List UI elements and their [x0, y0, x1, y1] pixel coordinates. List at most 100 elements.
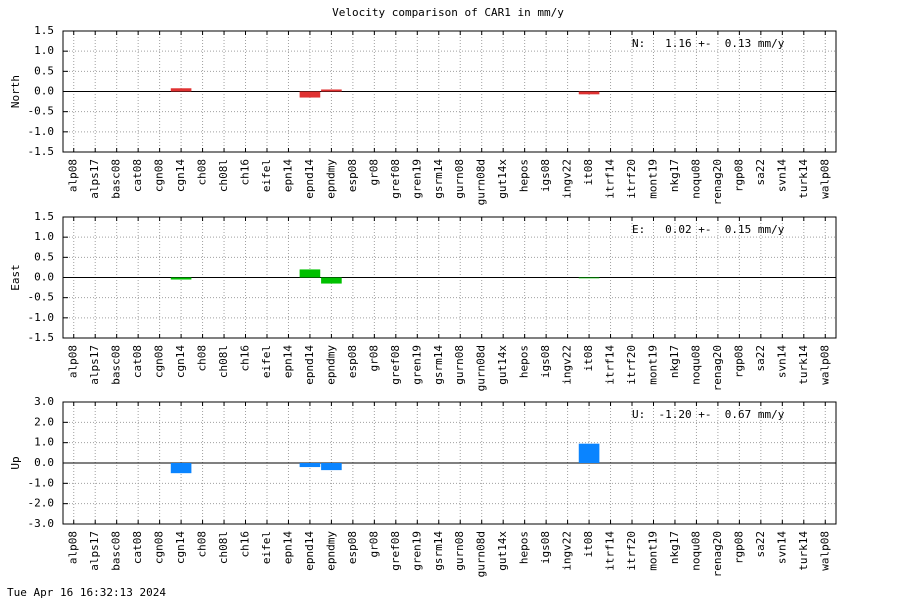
- x-tick-label: alp08: [67, 531, 80, 564]
- x-tick-label: gut14x: [496, 531, 509, 571]
- x-tick-label: ch16: [239, 531, 252, 558]
- x-tick-label: gut14x: [496, 159, 509, 199]
- x-tick-label: ingv22: [561, 159, 574, 199]
- y-tick-label: 1.5: [34, 210, 54, 223]
- x-tick-label: cgn14: [174, 531, 187, 564]
- x-tick-label: svn14: [775, 531, 788, 564]
- x-tick-label: itrf14: [604, 345, 617, 385]
- x-tick-label: gsrm14: [432, 345, 445, 385]
- x-tick-label: walp08: [818, 159, 831, 199]
- x-tick-label: igs08: [539, 345, 552, 378]
- x-tick-label: nkg17: [668, 345, 681, 378]
- y-tick-label: 0.5: [34, 64, 54, 77]
- annotation: U: -1.20 +- 0.67 mm/y: [632, 408, 785, 421]
- x-tick-label: ingv22: [561, 345, 574, 385]
- x-tick-label: it08: [582, 531, 595, 558]
- y-tick-label: 0.0: [34, 271, 54, 284]
- x-tick-label: eifel: [260, 159, 273, 192]
- x-tick-label: alps17: [88, 345, 101, 385]
- plot-frame: [62, 216, 837, 339]
- x-tick-label: rgp08: [732, 345, 745, 378]
- x-tick-label: ch16: [239, 345, 252, 372]
- x-tick-label: svn14: [775, 345, 788, 378]
- x-tick-label: turk14: [797, 159, 810, 199]
- x-tick-label: epn14: [281, 159, 294, 192]
- x-tick-label: alp08: [67, 345, 80, 378]
- x-tick-label: renag20: [711, 345, 724, 391]
- x-tick-label: gurn08: [453, 159, 466, 199]
- bar: [578, 91, 600, 95]
- bar: [578, 277, 600, 279]
- x-tick-label: nkg17: [668, 159, 681, 192]
- x-tick-label: walp08: [818, 531, 831, 571]
- y-tick-label: 0.5: [34, 250, 54, 263]
- x-tick-label: ch08: [196, 345, 209, 372]
- x-tick-label: gurn08d: [475, 345, 488, 391]
- x-tick-label: ch08l: [217, 531, 230, 564]
- x-tick-label: hepos: [518, 345, 531, 378]
- x-tick-label: epn14: [281, 345, 294, 378]
- x-tick-label: cgn08: [153, 345, 166, 378]
- bar: [321, 277, 342, 284]
- y-tick-label: 1.0: [34, 44, 54, 57]
- x-tick-label: hepos: [518, 159, 531, 192]
- y-tick-label: 0.0: [34, 85, 54, 98]
- x-tick-label: gref08: [389, 159, 402, 199]
- y-tick-label: 1.0: [34, 230, 54, 243]
- y-tick-label: 1.0: [34, 436, 54, 449]
- x-tick-label: nkg17: [668, 531, 681, 564]
- bar: [170, 277, 192, 280]
- y-tick-label: 0.0: [34, 456, 54, 469]
- x-tick-label: igs08: [539, 159, 552, 192]
- x-tick-label: epndmy: [324, 531, 337, 571]
- x-tick-label: gren19: [410, 345, 423, 385]
- bar: [170, 88, 192, 92]
- chart-title: Velocity comparison of CAR1 in mm/y: [332, 6, 564, 19]
- x-tick-label: mont19: [646, 345, 659, 385]
- x-tick-label: itrf14: [604, 531, 617, 571]
- plot-frame: [62, 401, 837, 525]
- bar: [299, 463, 321, 468]
- x-tick-label: alps17: [88, 159, 101, 199]
- x-tick-label: cat08: [131, 345, 144, 378]
- bar: [578, 443, 600, 463]
- x-tick-label: cat08: [131, 531, 144, 564]
- x-tick-label: it08: [582, 345, 595, 372]
- y-tick-label: -1.0: [28, 125, 55, 138]
- y-tick-label: 2.0: [34, 415, 54, 428]
- y-tick-label: 3.0: [34, 395, 54, 408]
- x-tick-label: ch16: [239, 159, 252, 186]
- x-tick-label: gren19: [410, 531, 423, 571]
- y-axis-label: North: [9, 75, 22, 108]
- x-tick-label: alps17: [88, 531, 101, 571]
- x-tick-label: gref08: [389, 345, 402, 385]
- x-tick-label: gurn08: [453, 531, 466, 571]
- x-tick-label: gref08: [389, 531, 402, 571]
- y-tick-label: -0.5: [28, 291, 55, 304]
- x-tick-label: ingv22: [561, 531, 574, 571]
- x-tick-label: mont19: [646, 531, 659, 571]
- x-tick-label: sa22: [754, 531, 767, 558]
- x-tick-label: gr08: [367, 345, 380, 372]
- x-tick-label: svn14: [775, 159, 788, 192]
- x-tick-label: epndmy: [324, 159, 337, 199]
- bar: [321, 89, 342, 92]
- x-tick-label: gsrm14: [432, 531, 445, 571]
- x-tick-label: noqu08: [689, 159, 702, 199]
- x-tick-label: mont19: [646, 159, 659, 199]
- bar: [170, 463, 192, 474]
- x-tick-label: epndmy: [324, 345, 337, 385]
- x-tick-label: itrf14: [604, 159, 617, 199]
- y-tick-label: -0.5: [28, 105, 55, 118]
- bar: [299, 91, 321, 98]
- x-tick-label: turk14: [797, 531, 810, 571]
- timestamp: Tue Apr 16 16:32:13 2024: [7, 586, 166, 599]
- x-tick-label: turk14: [797, 345, 810, 385]
- x-tick-label: basc08: [110, 159, 123, 199]
- plot-frame: [62, 30, 837, 153]
- x-tick-label: walp08: [818, 345, 831, 385]
- x-tick-label: esp08: [346, 345, 359, 378]
- annotation: E: 0.02 +- 0.15 mm/y: [632, 223, 785, 236]
- y-tick-label: -1.0: [28, 476, 55, 489]
